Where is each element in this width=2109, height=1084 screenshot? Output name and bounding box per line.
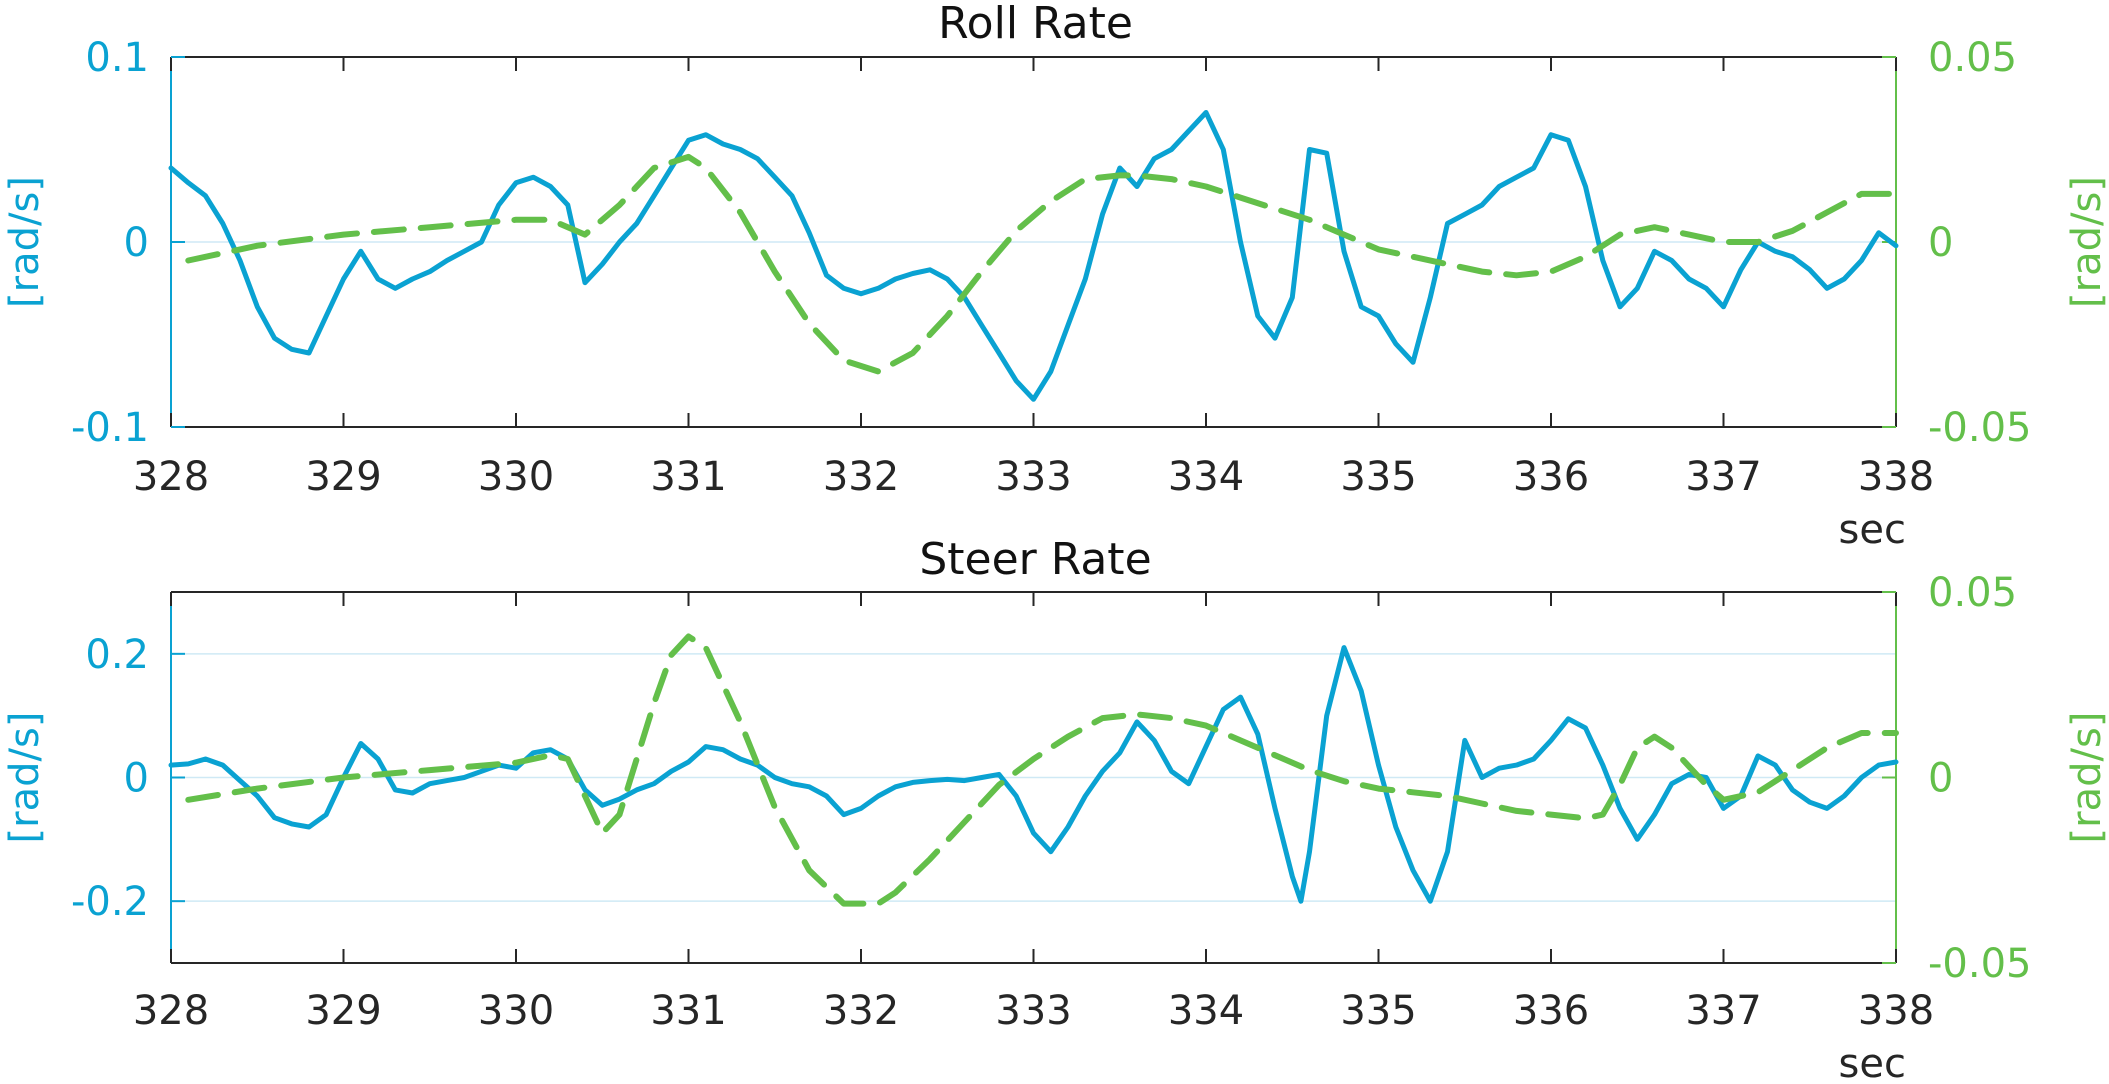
x-axis-label: sec — [1839, 1041, 1906, 1084]
x-tick-label: 338 — [1858, 454, 1934, 500]
y-axis-label-right: [rad/s] — [2064, 712, 2109, 844]
x-tick-label: 333 — [995, 454, 1071, 500]
x-tick-label: 338 — [1858, 988, 1934, 1034]
x-tick-label: 337 — [1685, 454, 1761, 500]
x-tick-label: 334 — [1168, 988, 1244, 1034]
x-tick-label: 336 — [1513, 454, 1589, 500]
y-left-tick-label: 0 — [124, 220, 149, 266]
x-tick-label: 335 — [1340, 988, 1416, 1034]
x-tick-label: 332 — [823, 454, 899, 500]
x-tick-label: 330 — [478, 454, 554, 500]
chart-title: Roll Rate — [938, 0, 1133, 49]
y-right-tick-label: -0.05 — [1928, 941, 2032, 987]
x-tick-label: 329 — [305, 454, 381, 500]
series-line-left-solid — [168, 645, 1899, 904]
y-left-tick-label: 0.2 — [85, 632, 149, 678]
x-tick-label: 329 — [305, 988, 381, 1034]
y-right-tick-label: -0.05 — [1928, 405, 2032, 451]
y-right-tick-label: 0.05 — [1928, 35, 2017, 81]
x-tick-label: 336 — [1513, 988, 1589, 1034]
x-tick-label: 337 — [1685, 988, 1761, 1034]
y-axis-label-right: [rad/s] — [2064, 176, 2109, 308]
series-line-right-dashed — [185, 153, 1899, 375]
x-tick-label: 333 — [995, 988, 1071, 1034]
y-left-tick-label: 0.1 — [85, 35, 149, 81]
series-line-right-dashed — [185, 633, 1899, 907]
y-axis-label-left: [rad/s] — [2, 176, 48, 308]
x-tick-label: 331 — [650, 454, 726, 500]
x-tick-label: 332 — [823, 988, 899, 1034]
x-tick-label: 328 — [133, 454, 209, 500]
x-tick-label: 330 — [478, 988, 554, 1034]
x-tick-label: 334 — [1168, 454, 1244, 500]
x-tick-label: 335 — [1340, 454, 1416, 500]
x-tick-label: 328 — [133, 988, 209, 1034]
y-right-tick-label: 0.05 — [1928, 570, 2017, 616]
y-left-tick-label: -0.2 — [71, 879, 149, 925]
chart-title: Steer Rate — [919, 534, 1151, 585]
x-axis-label: sec — [1839, 507, 1906, 553]
y-axis-label-left: [rad/s] — [2, 712, 48, 844]
y-left-tick-label: 0 — [124, 756, 149, 802]
y-right-tick-label: 0 — [1928, 756, 1953, 802]
y-left-tick-label: -0.1 — [71, 405, 149, 451]
series-line-left-solid — [168, 110, 1899, 402]
x-tick-label: 331 — [650, 988, 726, 1034]
y-right-tick-label: 0 — [1928, 220, 1953, 266]
